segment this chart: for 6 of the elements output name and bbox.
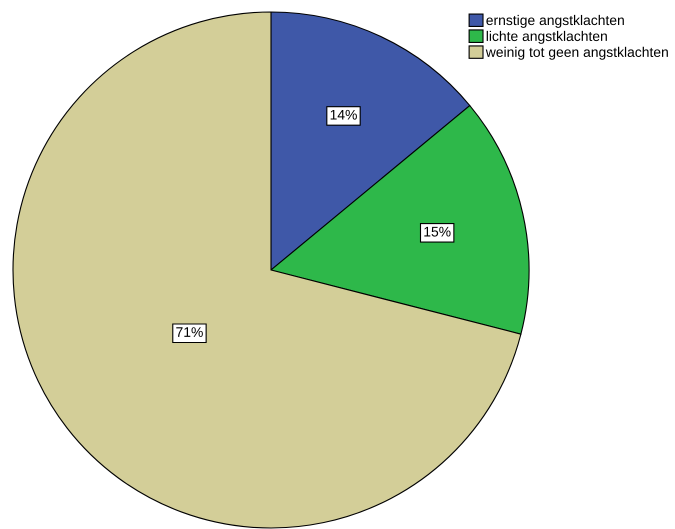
data-label: 71%: [176, 327, 203, 337]
legend-label: ernstige angstklachten: [486, 14, 624, 28]
legend-label: lichte angstklachten: [486, 30, 607, 44]
data-label: 15%: [424, 226, 451, 237]
legend-label: weinig tot geen angstklachten: [486, 46, 668, 60]
data-label: 14%: [330, 110, 357, 120]
